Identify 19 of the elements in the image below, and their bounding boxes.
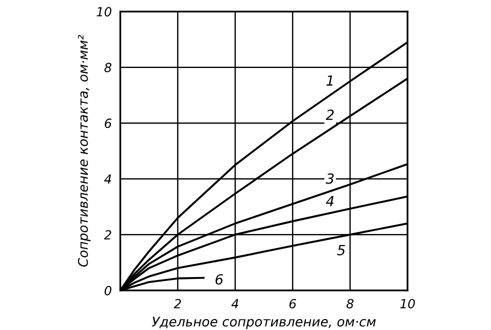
y-tick-label: 4: [104, 174, 112, 184]
series-label: 2: [326, 110, 334, 120]
y-tick-label: 0: [104, 286, 112, 296]
y-tick-label: 2: [104, 230, 112, 240]
series-label: 3: [326, 173, 334, 184]
series-label: 4: [326, 196, 334, 206]
x-tick-label: 8: [346, 298, 354, 308]
y-tick-label: 8: [104, 62, 112, 72]
y-axis-title: Сопротивление контакта, ом·мм²: [78, 34, 90, 267]
x-axis-title: Удельное сопротивление, ом·см: [152, 316, 376, 330]
series-label: 1: [326, 75, 332, 86]
x-tick-label: 6: [289, 298, 296, 308]
x-tick-label: 2: [174, 298, 181, 308]
x-tick-label: 10: [400, 298, 415, 308]
series-label: 6: [216, 274, 223, 285]
x-tick-label: 4: [231, 299, 238, 308]
y-tick-label: 6: [104, 118, 112, 128]
series-label: 5: [337, 245, 345, 256]
y-tick-label: 10: [96, 7, 112, 16]
